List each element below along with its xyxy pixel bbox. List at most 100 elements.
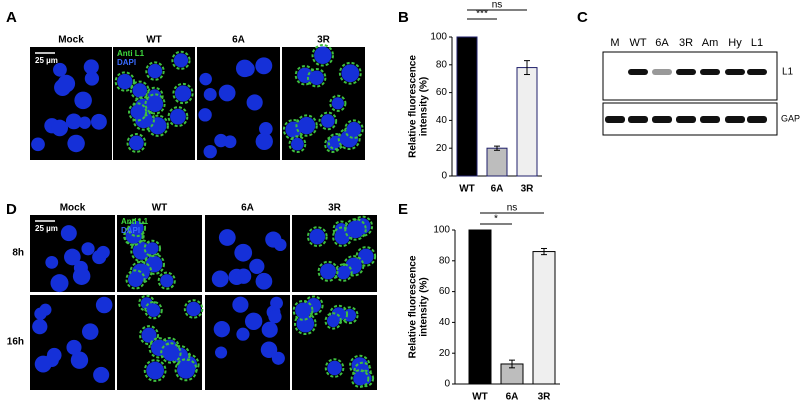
cell-membrane (157, 271, 176, 290)
cell-nucleus (83, 59, 99, 75)
band (652, 116, 672, 123)
cell-membrane (306, 68, 327, 88)
cell-nucleus (162, 344, 180, 362)
cell-membrane (125, 269, 146, 290)
cell-nucleus (218, 84, 236, 102)
column-label: Mock (60, 203, 86, 214)
cell-nucleus (146, 303, 161, 317)
y-tick-label: 60 (439, 286, 451, 297)
lane-label: 3R (679, 37, 693, 49)
band (747, 69, 767, 75)
band (605, 116, 625, 123)
legend-label: Anti L1 (121, 217, 149, 226)
cell-nucleus (66, 339, 82, 355)
cell-nucleus (129, 135, 144, 151)
cell-membrane (129, 80, 150, 101)
cell-nucleus (268, 310, 282, 324)
band (676, 69, 696, 75)
cell-nucleus (65, 113, 82, 130)
cell-nucleus (32, 318, 48, 335)
band (700, 69, 720, 75)
cell-nucleus (218, 229, 236, 246)
legend-label: Anti L1 (117, 49, 145, 58)
cell-membrane (123, 224, 145, 246)
cell-nucleus (320, 263, 337, 280)
band (700, 116, 720, 123)
lane-label: M (610, 37, 619, 49)
cell-nucleus (141, 327, 157, 343)
x-tick-label: WT (459, 184, 475, 195)
cell-nucleus (81, 242, 95, 256)
cell-nucleus (327, 360, 342, 376)
cell-nucleus (39, 303, 52, 316)
y-tick-label: 0 (444, 379, 450, 390)
cell-nucleus (70, 351, 89, 369)
cell-nucleus (331, 97, 344, 110)
cell-nucleus (211, 270, 229, 288)
cell-nucleus (249, 258, 265, 275)
cell-nucleus (215, 346, 228, 359)
cell-nucleus (177, 360, 195, 379)
cell-membrane (144, 93, 166, 115)
panel-label: A (6, 9, 17, 26)
cell-membrane (338, 61, 362, 85)
cell-nucleus (358, 248, 374, 265)
cell-nucleus (160, 274, 174, 288)
y-tick-label: 40 (439, 317, 451, 328)
cell-nucleus (346, 121, 362, 137)
band-label: L1 (782, 67, 794, 78)
cell-membrane (143, 239, 162, 258)
y-axis-label: intensity (%) (419, 77, 430, 136)
cell-nucleus (255, 57, 273, 75)
scale-label: 25 µm (35, 56, 58, 65)
band (652, 69, 672, 75)
lane-label: Hy (728, 37, 742, 49)
cell-nucleus (147, 95, 164, 113)
bar (456, 36, 478, 177)
cell-nucleus (321, 114, 335, 128)
cell-membrane (126, 133, 147, 153)
cell-nucleus (309, 228, 326, 245)
x-tick-label: 3R (538, 392, 552, 400)
row-label: 16h (7, 337, 24, 348)
cell-membrane (171, 50, 191, 70)
cell-nucleus (255, 132, 273, 151)
x-tick-label: 6A (506, 392, 519, 400)
cell-membrane (174, 358, 198, 382)
cell-membrane (144, 301, 163, 320)
x-tick-label: 6A (491, 184, 504, 195)
lane-label: WT (629, 37, 646, 49)
cell-nucleus (132, 241, 151, 260)
column-label: 3R (328, 203, 342, 214)
cell-nucleus (129, 220, 144, 235)
cell-membrane (172, 82, 194, 105)
cell-membrane (344, 119, 364, 139)
cell-membrane (351, 215, 374, 237)
cell-nucleus (127, 271, 144, 287)
error-bar (524, 60, 530, 76)
cell-nucleus (64, 248, 81, 266)
cell-membrane (145, 61, 165, 81)
y-tick-label: 40 (436, 115, 448, 126)
cell-membrane (167, 106, 189, 128)
error-bar (541, 247, 547, 256)
y-tick-label: 20 (436, 143, 448, 154)
cell-membrane (329, 94, 347, 112)
cell-nucleus (285, 121, 302, 138)
cell-membrane (324, 358, 345, 378)
cell-nucleus (53, 62, 67, 77)
cell-nucleus (78, 116, 91, 129)
cell-membrane (324, 312, 342, 330)
cell-nucleus (270, 296, 283, 310)
cell-nucleus (246, 94, 263, 111)
x-tick-label: WT (472, 392, 488, 400)
column-label: WT (146, 35, 162, 46)
cell-nucleus (235, 59, 254, 78)
column-label: 6A (232, 35, 245, 46)
cell-nucleus (50, 274, 69, 293)
band (628, 116, 648, 123)
cell-nucleus (244, 312, 263, 330)
panel-label: E (398, 201, 408, 218)
cell-nucleus (213, 321, 230, 338)
